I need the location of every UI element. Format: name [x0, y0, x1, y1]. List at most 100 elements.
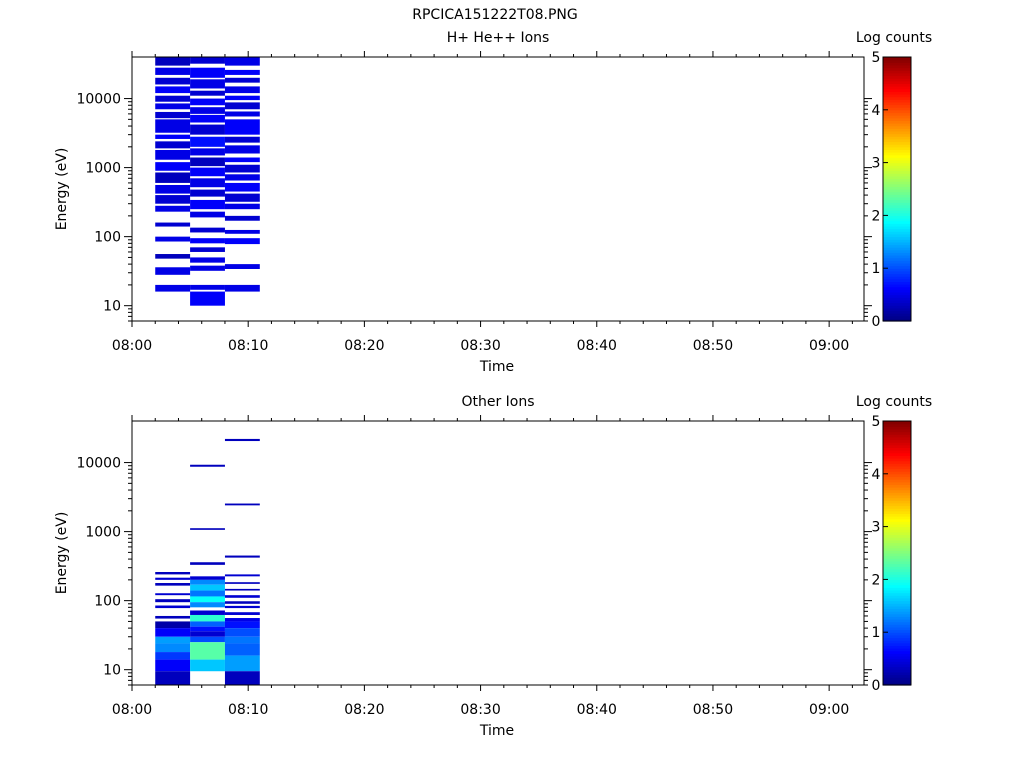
- colorbar-segment: [883, 450, 911, 454]
- x-tick-label: 08:10: [228, 702, 268, 718]
- heatmap-cell: [190, 199, 225, 210]
- heatmap-cell: [224, 77, 260, 83]
- colorbar-segment: [883, 167, 911, 172]
- heatmap-cell: [190, 626, 225, 632]
- colorbar-segment: [883, 534, 911, 538]
- colorbar-segment: [883, 186, 911, 190]
- x-axis-label: Time: [479, 359, 514, 375]
- colorbar-segment: [883, 159, 911, 164]
- colorbar-segment: [883, 297, 911, 301]
- colorbar-segment: [883, 677, 911, 681]
- colorbar-segment: [883, 500, 911, 504]
- colorbar-segment: [883, 62, 911, 66]
- colorbar-segment: [883, 70, 911, 74]
- heatmap-cell: [155, 119, 191, 133]
- colorbar-segment: [883, 642, 911, 646]
- colorbar-segment: [883, 658, 911, 662]
- colorbar-segment: [883, 523, 911, 528]
- heatmap-cell: [155, 77, 191, 85]
- heatmap-cell: [224, 86, 260, 94]
- colorbar-segment: [883, 247, 911, 251]
- colorbar-segment: [883, 489, 911, 493]
- y-tick-label: 10000: [76, 92, 121, 108]
- heatmap-cell: [155, 284, 191, 292]
- colorbar-segment: [883, 64, 911, 69]
- heatmap-cell: [224, 57, 260, 66]
- heatmap-cell: [190, 584, 225, 591]
- heatmap-cell: [224, 164, 260, 173]
- colorbar-segment: [883, 255, 911, 259]
- colorbar-segment: [883, 268, 911, 272]
- colorbar-segment: [883, 428, 911, 433]
- colorbar-segment: [883, 183, 911, 187]
- panel-title: H+ He++ Ions: [447, 30, 550, 46]
- heatmap-cell: [155, 671, 191, 685]
- colorbar-segment: [883, 436, 911, 441]
- colorbar-segment: [883, 302, 911, 306]
- heatmap-cell: [224, 503, 260, 506]
- colorbar-segment: [883, 531, 911, 536]
- colorbar-segment: [883, 260, 911, 264]
- colorbar-segment: [883, 107, 911, 111]
- heatmap-cell: [224, 238, 260, 245]
- colorbar-segment: [883, 621, 911, 625]
- colorbar-segment: [883, 481, 911, 485]
- colorbar-segment: [883, 202, 911, 206]
- heatmap-cell: [190, 79, 225, 89]
- colorbar-segment: [883, 624, 911, 628]
- heatmap-cell: [155, 621, 191, 629]
- heatmap-cell: [155, 95, 191, 102]
- colorbar-tick-label: 3: [872, 156, 881, 172]
- colorbar-segment: [883, 640, 911, 644]
- colorbar-segment: [883, 447, 911, 451]
- colorbar-segment: [883, 663, 911, 668]
- colorbar-tick-label: 4: [872, 467, 881, 483]
- colorbar-segment: [883, 626, 911, 631]
- heatmap-cell: [155, 67, 191, 75]
- heatmap-cell: [190, 562, 225, 565]
- colorbar-segment: [883, 289, 911, 293]
- colorbar-segment: [883, 215, 911, 219]
- heatmap-cell: [224, 643, 260, 656]
- heatmap-cell: [224, 618, 260, 622]
- x-tick-label: 08:20: [344, 702, 384, 718]
- colorbar-segment: [883, 196, 911, 201]
- heatmap-cell: [224, 582, 260, 584]
- colorbar-segment: [883, 555, 911, 559]
- heatmap-cell: [155, 172, 191, 183]
- panel-other-ions: Other Ions 08:00 08:10 08:20 08:30 08:40 08:50…: [54, 394, 932, 739]
- colorbar-segment: [883, 508, 911, 512]
- colorbar-segment: [883, 476, 911, 480]
- colorbar-segment: [883, 611, 911, 615]
- colorbar-tick-label: 1: [872, 625, 881, 641]
- x-tick-label: 08:10: [228, 338, 268, 354]
- colorbar-segment: [883, 191, 911, 195]
- heatmap-cell: [190, 610, 225, 615]
- colorbar-tick-label: 5: [872, 414, 881, 430]
- y-tick-label: 10: [103, 299, 121, 315]
- colorbar-segment: [883, 91, 911, 95]
- heatmap-cell: [224, 102, 260, 110]
- heatmap-cell: [224, 193, 260, 202]
- heatmap-cell: [155, 86, 191, 94]
- colorbar-segment: [883, 568, 911, 573]
- colorbar-segment: [883, 539, 911, 544]
- colorbar-segment: [883, 629, 911, 633]
- colorbar-segment: [883, 671, 911, 676]
- colorbar-segment: [883, 154, 911, 158]
- colorbar-segment: [883, 513, 911, 517]
- heatmap-cell: [155, 222, 191, 227]
- heatmap-cell: [190, 642, 225, 660]
- colorbar-tick-label: 0: [872, 314, 881, 330]
- colorbar-tick-label: 4: [872, 103, 881, 119]
- colorbar-segment: [883, 487, 911, 491]
- colorbar-segment: [883, 294, 911, 298]
- colorbar-segment: [883, 613, 911, 617]
- colorbar-segment: [883, 178, 911, 182]
- colorbar-segment: [883, 144, 911, 148]
- y-axis-label: Energy (eV): [54, 148, 70, 231]
- colorbar-segment: [883, 426, 911, 430]
- colorbar-segment: [883, 468, 911, 472]
- colorbar-segment: [883, 136, 911, 140]
- colorbar-segment: [883, 67, 911, 71]
